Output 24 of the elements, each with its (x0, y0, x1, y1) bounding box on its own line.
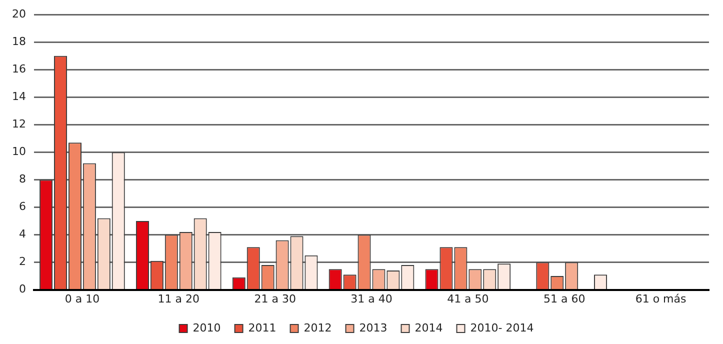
y-tick-label: 4 (18, 228, 26, 241)
y-tick-label: 6 (18, 200, 26, 214)
x-tick-label: 41 a 50 (447, 292, 489, 306)
y-tick-label: 8 (18, 172, 26, 186)
legend-label: 2010 (192, 321, 221, 334)
y-tick-label: 20 (12, 7, 26, 20)
x-tick-label: 21 a 30 (254, 292, 296, 306)
y-tick-label: 16 (12, 62, 26, 76)
legend-label: 2012 (304, 321, 332, 334)
y-tick-label: 10 (12, 145, 26, 158)
y-tick-label: 12 (12, 118, 26, 131)
x-tick-label: 11 a 20 (158, 292, 200, 306)
y-tick-label: 2 (18, 255, 26, 268)
x-tick-label: 51 a 60 (543, 292, 586, 306)
legend-label: 2013 (359, 321, 388, 334)
y-tick-label: 18 (12, 34, 26, 48)
x-tick-label: 31 a 40 (350, 292, 392, 306)
x-tick-label: 61 o más (635, 292, 686, 306)
legend-label: 2014 (414, 321, 443, 334)
legend-label: 2011 (248, 321, 276, 334)
y-tick-label: 0 (18, 282, 26, 296)
y-tick-label: 14 (12, 90, 26, 104)
legend-label: 2010- 2014 (470, 321, 534, 334)
x-tick-label: 0 a 10 (64, 292, 100, 306)
